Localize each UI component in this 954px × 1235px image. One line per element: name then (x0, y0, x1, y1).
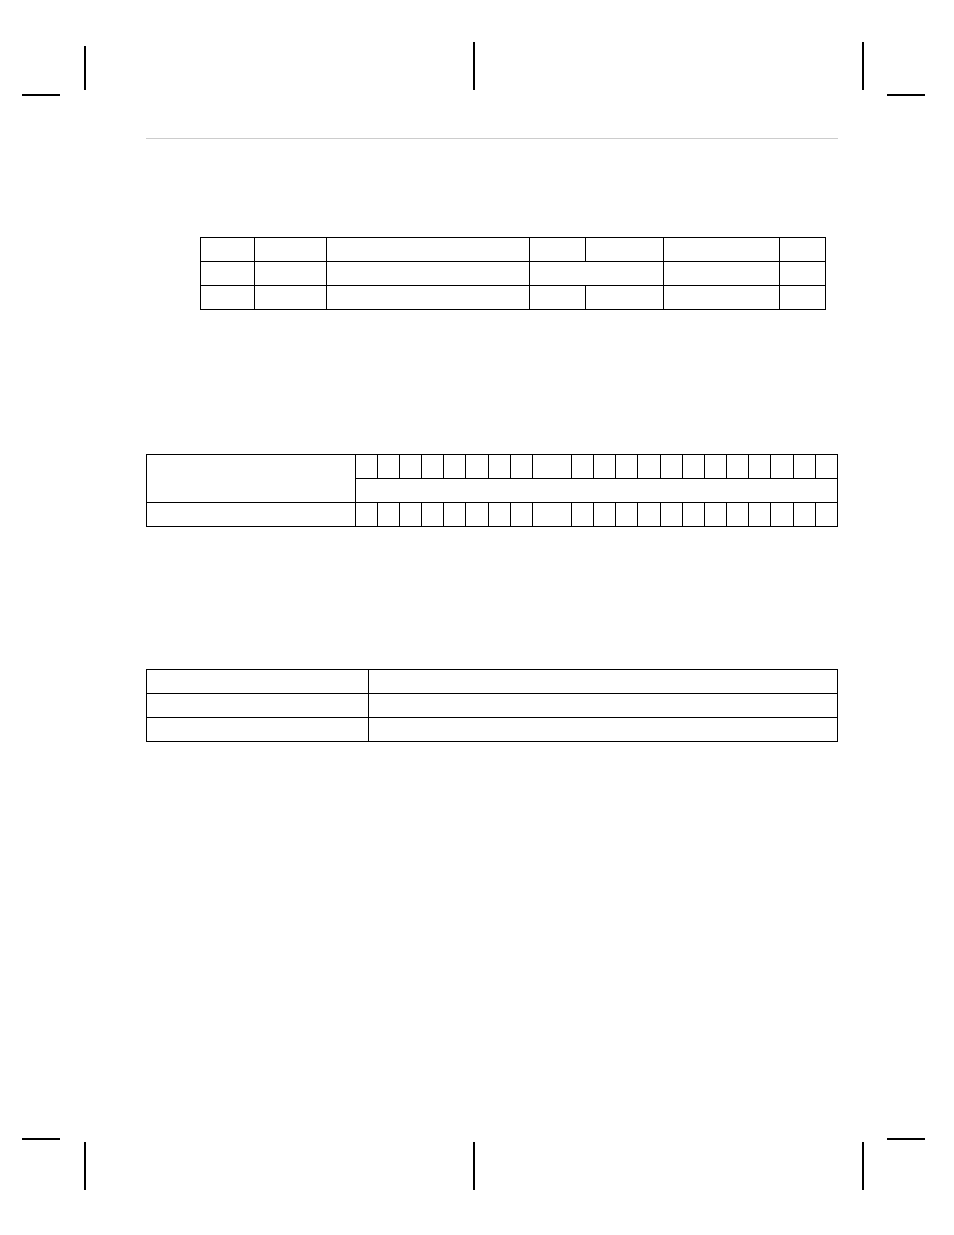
table-row (147, 718, 838, 742)
cell (399, 503, 421, 527)
cell (326, 286, 530, 310)
cell (377, 455, 399, 479)
cell (664, 238, 780, 262)
crop-mark (22, 1138, 60, 1140)
cell (749, 503, 771, 527)
cell (466, 503, 488, 527)
cell (326, 238, 530, 262)
cell (147, 718, 369, 742)
cell (530, 262, 664, 286)
cell (444, 455, 466, 479)
cell (749, 455, 771, 479)
cell (399, 455, 421, 479)
cell (780, 238, 826, 262)
cell (771, 455, 793, 479)
cell (660, 503, 682, 527)
cell (530, 286, 586, 310)
cell (530, 238, 586, 262)
cell (704, 455, 726, 479)
crop-mark (473, 42, 475, 90)
cell (532, 503, 571, 527)
cell (355, 455, 377, 479)
crop-mark (84, 46, 86, 90)
cell (793, 503, 815, 527)
table-row (201, 262, 826, 286)
cell (201, 262, 255, 286)
cell (377, 503, 399, 527)
cell (664, 286, 780, 310)
table-row (147, 670, 838, 694)
cell (369, 718, 838, 742)
cell (326, 262, 530, 286)
crop-mark (862, 42, 864, 90)
table-2 (146, 454, 838, 527)
cell (254, 238, 326, 262)
spacer (146, 310, 838, 454)
cell (355, 479, 837, 503)
cell (586, 286, 664, 310)
cell (593, 503, 615, 527)
top-horizontal-rule (146, 138, 838, 139)
cell (488, 455, 510, 479)
cell (771, 503, 793, 527)
cell (571, 503, 593, 527)
cell (254, 262, 326, 286)
table-row (147, 455, 838, 479)
cell (815, 455, 837, 479)
cell (147, 503, 356, 527)
cell (616, 455, 638, 479)
crop-mark (887, 1138, 925, 1140)
cell (254, 286, 326, 310)
cell (704, 503, 726, 527)
cell (201, 286, 255, 310)
cell (369, 694, 838, 718)
cell (638, 503, 660, 527)
cell (444, 503, 466, 527)
cell (638, 455, 660, 479)
table-row (147, 503, 838, 527)
cell (466, 455, 488, 479)
cell (660, 455, 682, 479)
cell (510, 503, 532, 527)
cell (682, 503, 704, 527)
table-row (201, 286, 826, 310)
crop-mark (862, 1142, 864, 1190)
cell (422, 503, 444, 527)
crop-mark (473, 1142, 475, 1190)
spacer (146, 527, 838, 669)
cell (815, 503, 837, 527)
cell (593, 455, 615, 479)
cell (147, 670, 369, 694)
table-row (147, 694, 838, 718)
cell (510, 455, 532, 479)
crop-mark (22, 94, 60, 96)
cell (586, 238, 664, 262)
cell (682, 455, 704, 479)
crop-mark (84, 1142, 86, 1190)
cell (422, 455, 444, 479)
crop-mark (887, 94, 925, 96)
table-3 (146, 669, 838, 742)
page-content (146, 138, 838, 742)
cell (664, 262, 780, 286)
cell (147, 694, 369, 718)
cell (793, 455, 815, 479)
cell (616, 503, 638, 527)
table-row (201, 238, 826, 262)
cell (780, 262, 826, 286)
cell (571, 455, 593, 479)
cell (780, 286, 826, 310)
cell (355, 503, 377, 527)
cell (369, 670, 838, 694)
cell (727, 503, 749, 527)
cell (488, 503, 510, 527)
table-1 (200, 237, 826, 310)
cell (532, 455, 571, 479)
cell (147, 455, 356, 503)
cell (727, 455, 749, 479)
cell (201, 238, 255, 262)
